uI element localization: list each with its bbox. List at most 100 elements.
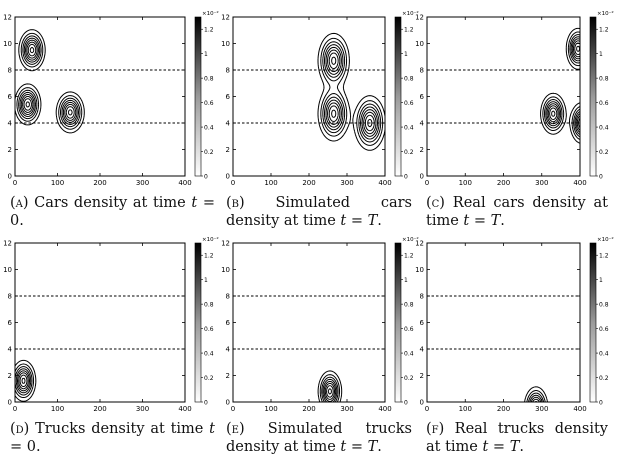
colorbar-tick-label: 0.4 (204, 350, 214, 357)
colorbar-tick-label: 1 (599, 51, 603, 58)
x-tick-label: 0 (13, 405, 17, 413)
caption-math: t = T (482, 439, 520, 455)
y-tick-label: 0 (420, 173, 424, 181)
contour-level (327, 388, 332, 395)
contour-level (526, 390, 546, 402)
y-tick-label: 4 (420, 346, 425, 354)
contour-level (323, 380, 337, 402)
caption-text-end: . (500, 213, 505, 229)
y-tick-label: 4 (8, 346, 13, 354)
y-tick-label: 8 (420, 67, 424, 75)
contour-level (547, 40, 580, 131)
y-tick-label: 0 (8, 173, 12, 181)
colorbar-tick-label: 0.2 (404, 149, 414, 156)
colorbar-tick-label: 0.2 (599, 149, 609, 156)
x-tick-label: 200 (497, 179, 510, 187)
colorbar-tick-label: 0.4 (404, 124, 414, 131)
colorbar-tick-label: 0.8 (204, 301, 214, 308)
colorbar-tick-label: 0 (204, 399, 208, 406)
y-tick-label: 10 (221, 40, 230, 48)
colorbar-tick-label: 1.2 (404, 253, 414, 260)
caption-math: t (209, 421, 215, 437)
contour-level (23, 43, 75, 119)
caption-text: Simulated cars density at time (226, 195, 412, 229)
colorbar-tick-label: 0.2 (204, 375, 214, 382)
colorbar-tick-label: 0.4 (204, 124, 214, 131)
colorbar-tick-label: 1.2 (404, 27, 414, 34)
y-tick-label: 0 (8, 399, 12, 407)
colorbar-tick-label: 0.8 (599, 301, 609, 308)
contour-level (325, 46, 378, 137)
contour-level (15, 29, 85, 134)
y-tick-label: 8 (8, 293, 12, 301)
colorbar (394, 242, 402, 403)
y-tick-label: 0 (226, 173, 230, 181)
x-tick-label: 400 (573, 179, 586, 187)
y-tick-label: 12 (415, 240, 424, 248)
x-tick-label: 200 (93, 179, 106, 187)
colorbar-tick-label: 1.2 (204, 27, 214, 34)
plot-frame (426, 16, 581, 177)
chart-panel-0: 0 100 200 300 400 0 2 4 6 8 10 12 0 0.2 0.4 0.6 0.8 1 1.2 ×… (3, 10, 219, 187)
colorbar-tick-label: 0 (404, 399, 408, 406)
contour-level (18, 372, 29, 390)
colorbar-tick-label: 0.8 (204, 75, 214, 82)
contour-level (317, 370, 343, 402)
colorbar-exponent: ×10⁻² (402, 236, 419, 243)
colorbar-tick-label: 0.6 (404, 326, 414, 333)
caption-text: Trucks density at time (29, 421, 210, 437)
colorbar-tick-label: 0.2 (404, 375, 414, 382)
x-tick-label: 300 (136, 405, 149, 413)
colorbar (394, 16, 402, 177)
x-tick-label: 0 (13, 179, 17, 187)
caption-label: (c) (426, 195, 445, 211)
x-tick-label: 100 (51, 179, 64, 187)
contour-lines (15, 359, 37, 402)
x-tick-label: 100 (459, 405, 472, 413)
caption-e: (e) Simulated trucks density at time t =… (226, 420, 412, 456)
caption-text: Cars density at time (28, 195, 192, 211)
colorbar-tick-label: 0 (404, 173, 408, 180)
chart-panel-4: 0 100 200 300 400 0 2 4 6 8 10 12 0 0.2 0.4 0.6 0.8 1 1.2 ×… (221, 236, 419, 413)
plot-frame (14, 242, 186, 403)
contour-level (328, 52, 375, 132)
caption-text-end: = 0. (10, 195, 215, 229)
caption-math: t = T (463, 213, 501, 229)
x-tick-label: 0 (231, 405, 235, 413)
contour-level (18, 35, 81, 128)
y-tick-label: 6 (8, 319, 13, 327)
y-tick-label: 8 (8, 67, 12, 75)
y-tick-label: 6 (420, 93, 425, 101)
colorbar-tick-label: 0.6 (204, 100, 214, 107)
y-tick-label: 2 (8, 372, 12, 380)
contour-level (322, 378, 338, 402)
y-tick-label: 0 (226, 399, 230, 407)
y-tick-label: 10 (415, 266, 424, 274)
colorbar-tick-label: 1 (204, 277, 208, 284)
x-tick-label: 300 (136, 179, 149, 187)
y-tick-label: 6 (226, 93, 231, 101)
caption-math: t = T (340, 213, 378, 229)
colorbar-tick-label: 0.4 (599, 350, 609, 357)
y-tick-label: 6 (226, 319, 231, 327)
chart-panel-5: 0 100 200 300 400 0 2 4 6 8 10 12 0 0.2 0.4 0.6 0.8 1 1.2 ×… (415, 236, 614, 413)
y-tick-label: 8 (226, 67, 230, 75)
contour-level (16, 370, 31, 392)
x-tick-label: 100 (459, 179, 472, 187)
chart-panel-1: 0 100 200 300 400 0 2 4 6 8 10 12 0 0.2 0.4 0.6 0.8 1 1.2 ×… (221, 10, 419, 187)
x-tick-label: 200 (302, 405, 315, 413)
x-tick-label: 300 (535, 179, 548, 187)
caption-text-end: . (377, 213, 382, 229)
caption-math: t = T (340, 439, 378, 455)
contour-level (22, 41, 77, 121)
colorbar-tick-label: 0 (204, 173, 208, 180)
plot-frame (232, 242, 386, 403)
colorbar-tick-label: 0.6 (404, 100, 414, 107)
y-tick-label: 12 (3, 240, 12, 248)
contour-level (322, 41, 382, 143)
colorbar-tick-label: 1 (599, 277, 603, 284)
contour-level (551, 45, 580, 117)
caption-label: (d) (10, 421, 30, 437)
caption-label: (e) (226, 421, 245, 437)
